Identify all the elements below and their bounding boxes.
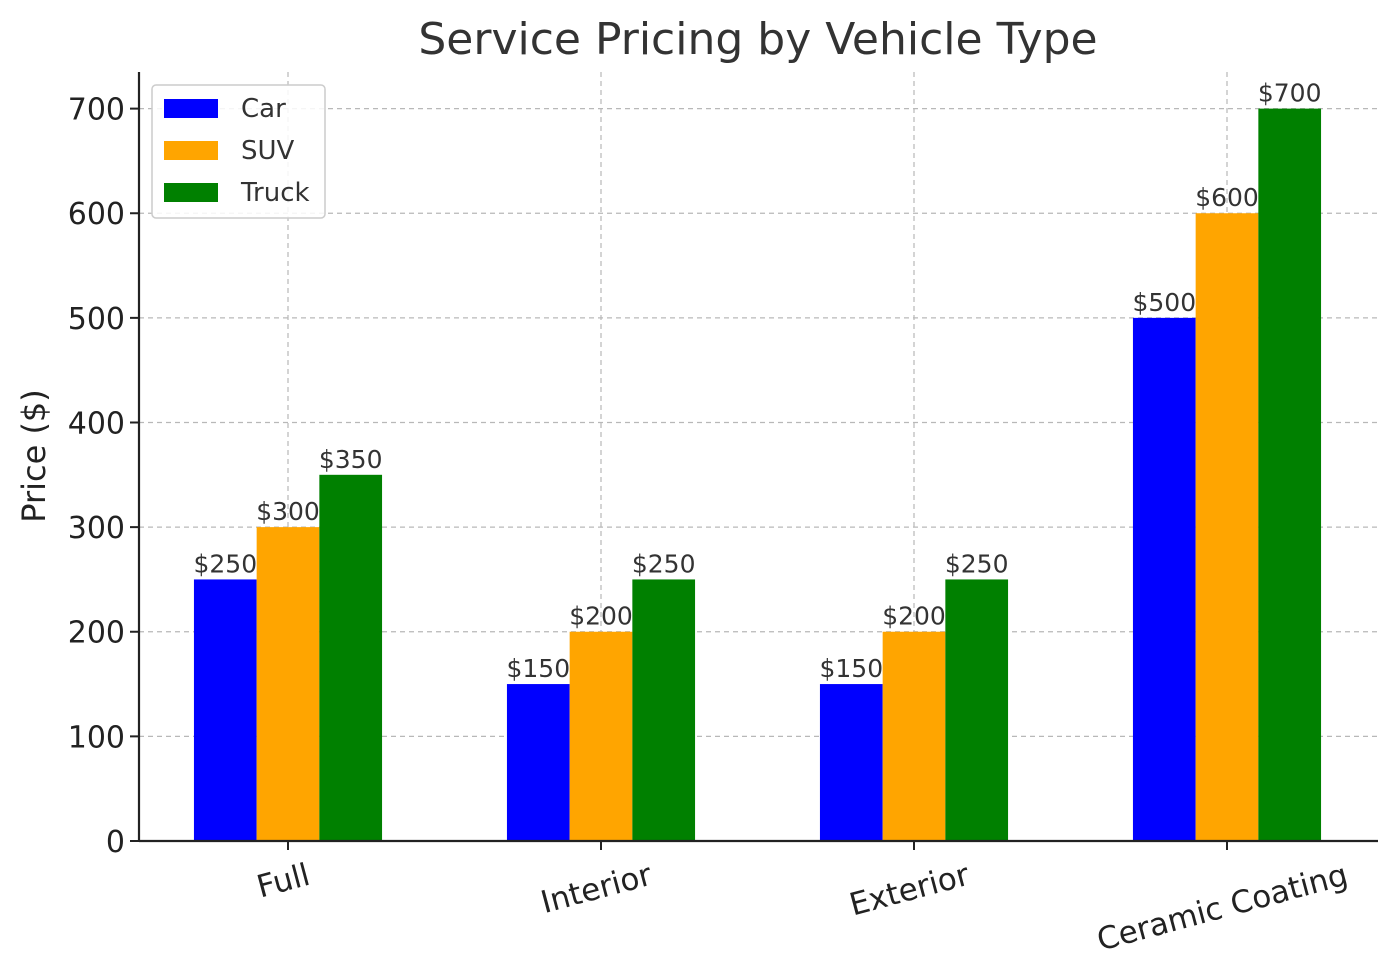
data-label: $600 <box>1195 183 1259 212</box>
data-label: $350 <box>319 445 383 474</box>
data-label: $150 <box>819 654 883 683</box>
y-tick-label: 0 <box>106 825 125 860</box>
bar-suv-ceramic-coating <box>1195 213 1259 842</box>
legend-swatch-suv <box>164 141 218 160</box>
data-label: $250 <box>193 549 257 578</box>
legend-label-truck: Truck <box>240 178 310 208</box>
bar-suv-full <box>256 527 320 841</box>
bars-layer <box>193 108 1322 842</box>
x-tick-label: Ceramic Coating <box>1093 857 1351 959</box>
bar-car-ceramic-coating <box>1132 317 1196 842</box>
bar-truck-ceramic-coating <box>1258 108 1322 842</box>
y-tick-label: 700 <box>68 93 125 128</box>
data-label: $250 <box>632 549 696 578</box>
bar-truck-exterior <box>945 579 1009 841</box>
x-tick-label: Full <box>253 857 314 905</box>
x-tick-label: Interior <box>537 857 656 921</box>
legend-label-car: Car <box>241 94 286 124</box>
y-tick-label: 600 <box>68 197 125 232</box>
legend-label-suv: SUV <box>241 136 295 166</box>
bar-suv-interior <box>569 631 633 841</box>
data-label: $200 <box>882 602 946 631</box>
bar-truck-full <box>319 474 383 841</box>
data-label: $300 <box>256 497 320 526</box>
bar-suv-exterior <box>882 631 946 841</box>
y-tick-label: 400 <box>68 406 125 441</box>
bar-car-interior <box>506 684 570 841</box>
data-label: $250 <box>945 549 1009 578</box>
y-axis-label: Price ($) <box>15 389 53 523</box>
legend-swatch-truck <box>164 183 218 202</box>
bar-car-full <box>193 579 257 841</box>
y-tick-label: 500 <box>68 302 125 337</box>
legend: Car SUV Truck <box>151 84 326 219</box>
bar-truck-interior <box>632 579 696 841</box>
data-label: $700 <box>1258 79 1322 108</box>
data-label: $200 <box>569 602 633 631</box>
legend-swatch-car <box>164 99 218 118</box>
y-tick-label: 300 <box>68 511 125 546</box>
y-tick-label: 100 <box>68 720 125 755</box>
data-labels-layer: $250 $150 $150 $500 $300 $200 $200 $600 $350 $250… <box>193 79 1321 683</box>
y-tick-label: 200 <box>68 616 125 651</box>
data-label: $500 <box>1132 288 1196 317</box>
bar-car-exterior <box>819 684 883 841</box>
chart-title: Service Pricing by Vehicle Type <box>418 14 1097 65</box>
x-tick-label: Exterior <box>846 857 974 923</box>
data-label: $150 <box>506 654 570 683</box>
